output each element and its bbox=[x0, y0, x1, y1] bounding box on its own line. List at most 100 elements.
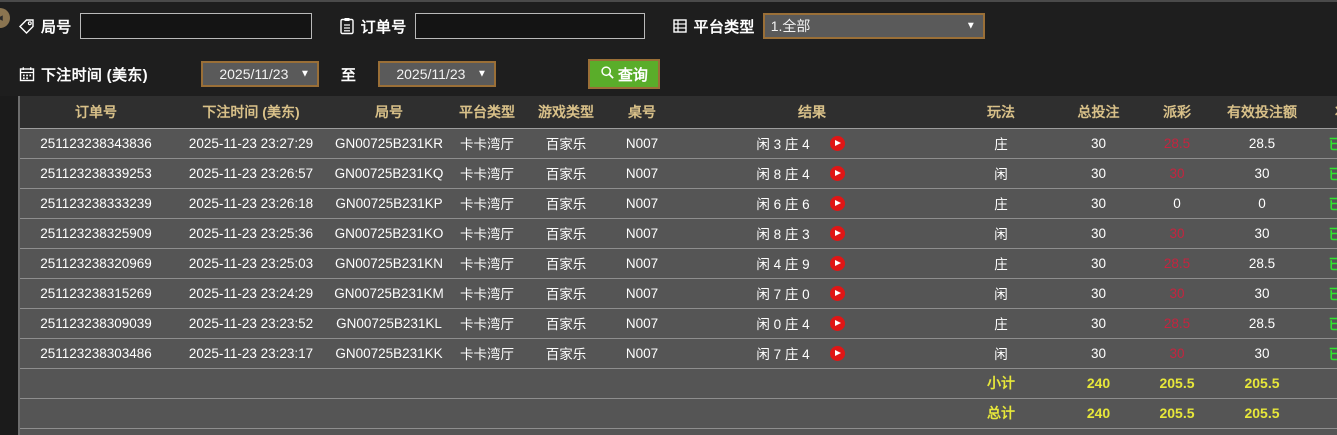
round-no-input[interactable] bbox=[79, 13, 312, 39]
cell-total-bet: 30 bbox=[1056, 248, 1141, 279]
grandtotal-valid-bet: 205.5 bbox=[1213, 398, 1311, 429]
col-game-type[interactable]: 游戏类型 bbox=[526, 96, 606, 129]
play-icon[interactable] bbox=[830, 165, 845, 181]
date-from-picker[interactable]: 2025/11/23 ▼ bbox=[200, 61, 319, 87]
table-row[interactable]: 251123238325909 2025-11-23 23:25:36 GN0072… bbox=[20, 218, 1337, 249]
panel-collapse-handle[interactable]: ◂ bbox=[0, 8, 10, 28]
status-badge: 已派彩 bbox=[1329, 137, 1337, 152]
table-row[interactable]: 251123238343836 2025-11-23 23:27:29 GN0072… bbox=[20, 128, 1337, 159]
spacer-cell bbox=[526, 368, 606, 399]
col-payout[interactable]: 派彩 bbox=[1141, 96, 1213, 129]
order-no-input[interactable] bbox=[414, 13, 645, 39]
result-text: 闲 4 庄 9 bbox=[756, 257, 810, 272]
cell-round-no: GN00725B231KQ bbox=[330, 158, 448, 189]
spacer-cell bbox=[448, 368, 526, 399]
cell-platform: 卡卡湾厅 bbox=[448, 128, 526, 159]
cell-bet-time: 2025-11-23 23:23:52 bbox=[172, 308, 330, 339]
tag-icon bbox=[18, 17, 36, 35]
col-order-no[interactable]: 订单号 bbox=[20, 96, 172, 129]
between-label: 至 bbox=[340, 66, 356, 84]
spacer-cell bbox=[1311, 398, 1337, 429]
play-icon[interactable] bbox=[830, 285, 845, 301]
cell-status: 已派彩 bbox=[1311, 188, 1337, 219]
cell-bet-time: 2025-11-23 23:26:18 bbox=[172, 188, 330, 219]
cell-status: 已派彩 bbox=[1311, 218, 1337, 249]
col-bet-type[interactable]: 玩法 bbox=[946, 96, 1056, 129]
col-total-bet[interactable]: 总投注 bbox=[1056, 96, 1141, 129]
cell-platform: 卡卡湾厅 bbox=[448, 248, 526, 279]
cell-game-type: 百家乐 bbox=[526, 218, 606, 249]
cell-total-bet: 30 bbox=[1056, 188, 1141, 219]
date-to-picker[interactable]: 2025/11/23 ▼ bbox=[377, 61, 496, 87]
chevron-down-icon: ▼ bbox=[299, 68, 310, 80]
bet-records-table: 订单号 下注时间 (美东) 局号 平台类型 游戏类型 桌号 结果 玩法 总投注 … bbox=[20, 96, 1337, 429]
spacer-cell bbox=[606, 368, 678, 399]
table-row[interactable]: 251123238333239 2025-11-23 23:26:18 GN0072… bbox=[20, 188, 1337, 219]
col-round-no[interactable]: 局号 bbox=[330, 96, 448, 129]
search-icon bbox=[600, 65, 615, 84]
cell-result: 闲 0 庄 4 bbox=[678, 308, 946, 339]
table-row[interactable]: 251123238339253 2025-11-23 23:26:57 GN0072… bbox=[20, 158, 1337, 189]
cell-table-no: N007 bbox=[606, 338, 678, 369]
cell-payout: 28.5 bbox=[1141, 248, 1213, 279]
cell-valid-bet: 30 bbox=[1213, 218, 1311, 249]
cell-payout: 30 bbox=[1141, 278, 1213, 309]
cell-status: 已派彩 bbox=[1311, 308, 1337, 339]
spacer-cell bbox=[1311, 368, 1337, 399]
cell-round-no: GN00725B231KO bbox=[330, 218, 448, 249]
spacer-cell bbox=[678, 368, 946, 399]
play-icon[interactable] bbox=[830, 345, 845, 361]
spacer-cell bbox=[330, 368, 448, 399]
col-platform[interactable]: 平台类型 bbox=[448, 96, 526, 129]
cell-result: 闲 8 庄 3 bbox=[678, 218, 946, 249]
col-status[interactable]: 状态 bbox=[1311, 96, 1337, 129]
table-row[interactable]: 251123238309039 2025-11-23 23:23:52 GN0072… bbox=[20, 308, 1337, 339]
filter-bar: ◂ 局号 订单号 bbox=[0, 0, 1337, 96]
cell-total-bet: 30 bbox=[1056, 308, 1141, 339]
grandtotal-total-bet: 240 bbox=[1056, 398, 1141, 429]
cell-order-no: 251123238325909 bbox=[20, 218, 172, 249]
play-icon[interactable] bbox=[830, 135, 845, 151]
spacer-cell bbox=[20, 368, 172, 399]
play-icon[interactable] bbox=[830, 225, 845, 241]
result-text: 闲 8 庄 4 bbox=[756, 167, 810, 182]
cell-total-bet: 30 bbox=[1056, 128, 1141, 159]
platform-type-value: 1.全部 bbox=[770, 18, 811, 34]
cell-bet-time: 2025-11-23 23:23:17 bbox=[172, 338, 330, 369]
cell-table-no: N007 bbox=[606, 248, 678, 279]
field-group-round-no: 局号 bbox=[18, 13, 312, 39]
status-badge: 已派彩 bbox=[1329, 257, 1337, 272]
cell-round-no: GN00725B231KK bbox=[330, 338, 448, 369]
cell-payout: 30 bbox=[1141, 338, 1213, 369]
cell-table-no: N007 bbox=[606, 128, 678, 159]
cell-bet-type: 闲 bbox=[946, 218, 1056, 249]
cell-game-type: 百家乐 bbox=[526, 338, 606, 369]
cell-platform: 卡卡湾厅 bbox=[448, 338, 526, 369]
cell-bet-time: 2025-11-23 23:25:36 bbox=[172, 218, 330, 249]
search-button[interactable]: 查询 bbox=[587, 59, 660, 89]
grandtotal-row: 总计 240 205.5 205.5 bbox=[20, 398, 1337, 429]
spacer-cell bbox=[330, 398, 448, 429]
table-row[interactable]: 251123238320969 2025-11-23 23:25:03 GN0072… bbox=[20, 248, 1337, 279]
filter-row-1: 局号 订单号 bbox=[18, 2, 1337, 50]
grandtotal-label: 总计 bbox=[946, 398, 1056, 429]
platform-type-select[interactable]: 1.全部 ▼ bbox=[762, 13, 985, 39]
table-row[interactable]: 251123238315269 2025-11-23 23:24:29 GN0072… bbox=[20, 278, 1337, 309]
cell-status: 已派彩 bbox=[1311, 128, 1337, 159]
play-icon[interactable] bbox=[830, 255, 845, 271]
cell-payout: 28.5 bbox=[1141, 308, 1213, 339]
cell-bet-type: 庄 bbox=[946, 248, 1056, 279]
col-table-no[interactable]: 桌号 bbox=[606, 96, 678, 129]
col-bet-time[interactable]: 下注时间 (美东) bbox=[172, 96, 330, 129]
cell-table-no: N007 bbox=[606, 278, 678, 309]
status-badge: 已派彩 bbox=[1329, 287, 1337, 302]
cell-table-no: N007 bbox=[606, 158, 678, 189]
play-icon[interactable] bbox=[830, 315, 845, 331]
field-group-bet-time: 下注时间 (美东) bbox=[18, 64, 156, 85]
cell-payout: 0 bbox=[1141, 188, 1213, 219]
col-valid-bet[interactable]: 有效投注额 bbox=[1213, 96, 1311, 129]
table-row[interactable]: 251123238303486 2025-11-23 23:23:17 GN0072… bbox=[20, 338, 1337, 369]
play-icon[interactable] bbox=[830, 195, 845, 211]
col-result[interactable]: 结果 bbox=[678, 96, 946, 129]
cell-valid-bet: 0 bbox=[1213, 188, 1311, 219]
